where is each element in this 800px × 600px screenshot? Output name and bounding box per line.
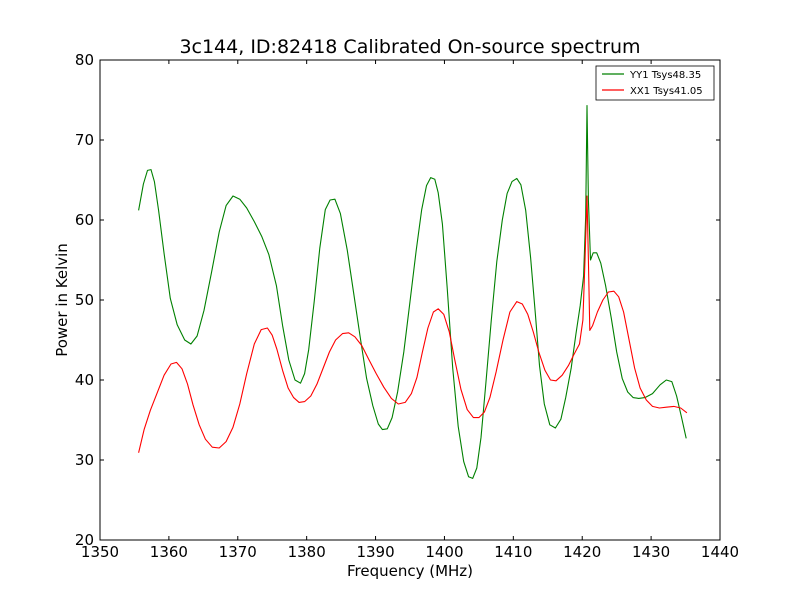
y-tick-label: 60 (75, 211, 94, 229)
chart-title: 3c144, ID:82418 Calibrated On-source spe… (179, 36, 640, 58)
y-tick-label: 80 (75, 51, 94, 69)
x-tick-label: 1400 (425, 543, 463, 561)
x-tick-label: 1380 (288, 543, 326, 561)
x-tick-label: 1440 (701, 543, 739, 561)
x-tick-label: 1420 (563, 543, 601, 561)
y-tick-label: 50 (75, 291, 94, 309)
x-tick-label: 1350 (81, 543, 119, 561)
x-tick-label: 1410 (494, 543, 532, 561)
y-axis: 20 30 40 50 60 70 80 (75, 51, 720, 549)
y-tick-label: 40 (75, 371, 94, 389)
legend-label-yy1: YY1 Tsys48.35 (629, 70, 701, 81)
x-axis: 1350 1360 1370 1380 1390 1400 1410 1420 1430 1440 (81, 60, 739, 561)
x-axis-label: Frequency (MHz) (347, 562, 473, 580)
legend: YY1 Tsys48.35 XX1 Tsys41.05 (595, 65, 715, 101)
series-layer (138, 105, 688, 479)
legend-label-xx1: XX1 Tsys41.05 (630, 86, 703, 97)
legend-box (595, 65, 715, 101)
x-tick-label: 1370 (219, 543, 257, 561)
x-tick-label: 1390 (356, 543, 394, 561)
series-line-yy1 (138, 105, 687, 479)
x-tick-label: 1360 (150, 543, 188, 561)
y-axis-label: Power in Kelvin (53, 243, 71, 357)
series-line-xx1 (138, 195, 688, 453)
y-tick-label: 70 (75, 131, 94, 149)
x-tick-label: 1430 (632, 543, 670, 561)
y-tick-label: 30 (75, 451, 94, 469)
y-tick-label: 20 (75, 531, 94, 549)
